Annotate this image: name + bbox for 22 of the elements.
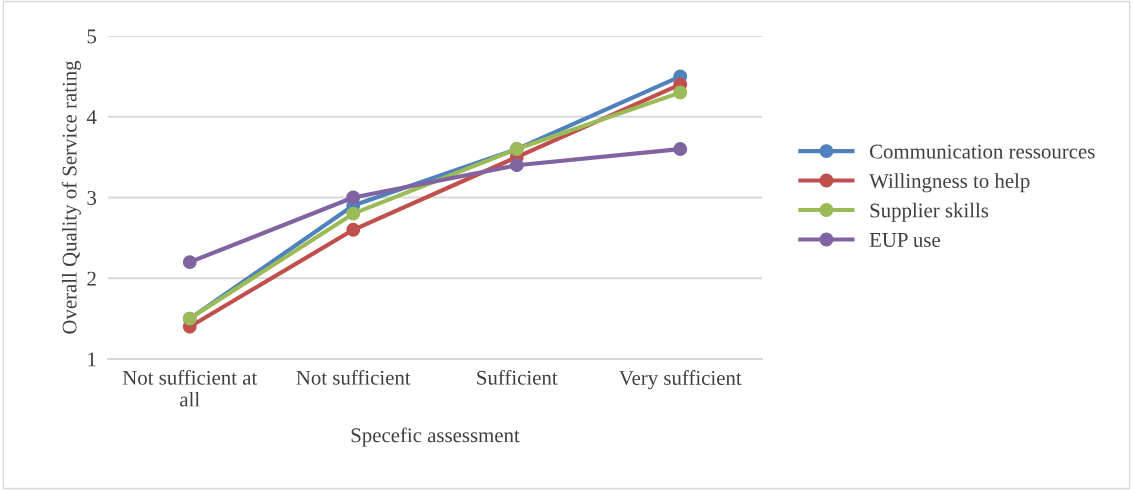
point: [346, 222, 361, 237]
y-tick-label: 4: [86, 110, 97, 124]
point: [346, 190, 361, 205]
legend-label: Communication ressources: [869, 144, 1095, 159]
point: [509, 158, 524, 173]
point: [182, 255, 197, 270]
y-tick-label: 2: [87, 271, 96, 286]
y-axis-title: Overall Quality of Service rating: [61, 60, 81, 334]
x-tick-label: Not sufficient: [296, 369, 411, 385]
x-tick-label: Sufficient: [477, 369, 558, 385]
legend-label: Supplier skills: [870, 202, 989, 222]
x-tick-label: Not sufficient at all: [122, 369, 258, 407]
y-tick-label: 5: [87, 29, 97, 44]
legend-label: EUP use: [869, 233, 940, 247]
x-tick-label: Very sufficient: [619, 370, 742, 390]
point: [346, 206, 361, 221]
point: [673, 142, 688, 156]
point: [673, 85, 688, 100]
legend-label: Willingness to help: [869, 173, 1030, 193]
y-tick-label: 3: [87, 190, 97, 205]
x-axis-title: Specefic assessment: [351, 427, 520, 447]
y-tick-label: 1: [88, 352, 96, 367]
